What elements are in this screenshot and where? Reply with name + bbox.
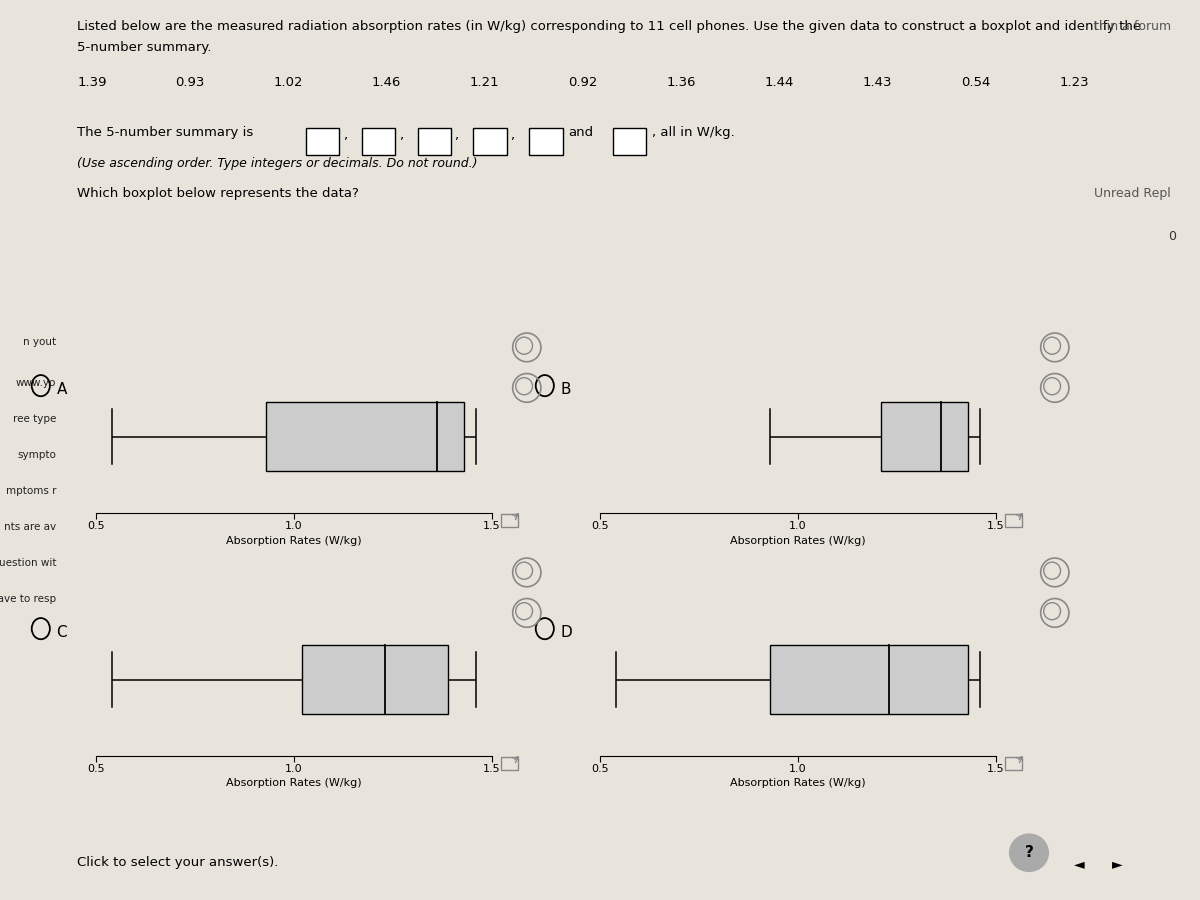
X-axis label: Absorption Rates (W/kg): Absorption Rates (W/kg) bbox=[226, 536, 362, 545]
Text: 1.36: 1.36 bbox=[666, 76, 696, 89]
Text: Which boxplot below represents the data?: Which boxplot below represents the data? bbox=[77, 187, 359, 200]
Text: The 5-number summary is: The 5-number summary is bbox=[77, 126, 253, 139]
Text: 1.02: 1.02 bbox=[274, 76, 304, 89]
Text: nave to resp: nave to resp bbox=[0, 593, 56, 604]
Text: 0.54: 0.54 bbox=[961, 76, 990, 89]
Text: (Use ascending order. Type integers or decimals. Do not round.): (Use ascending order. Type integers or d… bbox=[77, 157, 478, 169]
Text: ree type: ree type bbox=[13, 413, 56, 424]
FancyBboxPatch shape bbox=[529, 128, 563, 155]
X-axis label: Absorption Rates (W/kg): Absorption Rates (W/kg) bbox=[730, 778, 866, 788]
Bar bbox=[881, 402, 968, 471]
Bar bbox=[302, 645, 449, 714]
FancyBboxPatch shape bbox=[613, 128, 647, 155]
Text: A: A bbox=[56, 382, 67, 397]
Text: sympto: sympto bbox=[17, 449, 56, 460]
Text: ,: , bbox=[343, 129, 347, 141]
Text: ,: , bbox=[398, 129, 403, 141]
Text: 1.46: 1.46 bbox=[372, 76, 401, 89]
Text: D: D bbox=[560, 625, 572, 640]
Text: 0.93: 0.93 bbox=[175, 76, 205, 89]
Bar bbox=[500, 758, 518, 770]
Text: C: C bbox=[56, 625, 67, 640]
Text: Click to select your answer(s).: Click to select your answer(s). bbox=[77, 856, 278, 868]
Text: , all in W/kg.: , all in W/kg. bbox=[652, 126, 734, 139]
FancyBboxPatch shape bbox=[306, 128, 340, 155]
Bar bbox=[1004, 758, 1022, 770]
Circle shape bbox=[1009, 834, 1049, 871]
Text: 1.39: 1.39 bbox=[77, 76, 107, 89]
Text: B: B bbox=[560, 382, 571, 397]
Text: 1.43: 1.43 bbox=[863, 76, 893, 89]
Text: ?: ? bbox=[1025, 845, 1033, 860]
Text: 1.21: 1.21 bbox=[470, 76, 499, 89]
Text: n yout: n yout bbox=[23, 337, 56, 347]
Text: 0: 0 bbox=[1169, 230, 1176, 242]
Text: nts are av: nts are av bbox=[4, 521, 56, 532]
Text: 1.23: 1.23 bbox=[1060, 76, 1088, 89]
Text: mptoms r: mptoms r bbox=[6, 485, 56, 496]
Bar bbox=[266, 402, 464, 471]
Text: Listed below are the measured radiation absorption rates (in W/kg) corresponding: Listed below are the measured radiation … bbox=[77, 20, 1141, 32]
FancyBboxPatch shape bbox=[473, 128, 506, 155]
Text: ►: ► bbox=[1112, 857, 1122, 871]
Text: and: and bbox=[569, 126, 593, 139]
Text: Unread Repl: Unread Repl bbox=[1094, 187, 1171, 200]
Text: 0.92: 0.92 bbox=[569, 76, 598, 89]
Text: 5-number summary.: 5-number summary. bbox=[77, 40, 211, 53]
X-axis label: Absorption Rates (W/kg): Absorption Rates (W/kg) bbox=[730, 536, 866, 545]
X-axis label: Absorption Rates (W/kg): Absorption Rates (W/kg) bbox=[226, 778, 362, 788]
Text: ◄: ◄ bbox=[1074, 857, 1084, 871]
FancyBboxPatch shape bbox=[361, 128, 395, 155]
Bar bbox=[1004, 514, 1022, 527]
Text: ,: , bbox=[510, 129, 515, 141]
Text: www.yo: www.yo bbox=[16, 377, 56, 388]
FancyBboxPatch shape bbox=[418, 128, 451, 155]
Text: uestion wit: uestion wit bbox=[0, 557, 56, 568]
Text: thin a forum: thin a forum bbox=[1093, 20, 1171, 32]
Bar bbox=[770, 645, 968, 714]
Text: 1.44: 1.44 bbox=[764, 76, 794, 89]
Bar bbox=[500, 514, 518, 527]
Text: ,: , bbox=[455, 129, 458, 141]
